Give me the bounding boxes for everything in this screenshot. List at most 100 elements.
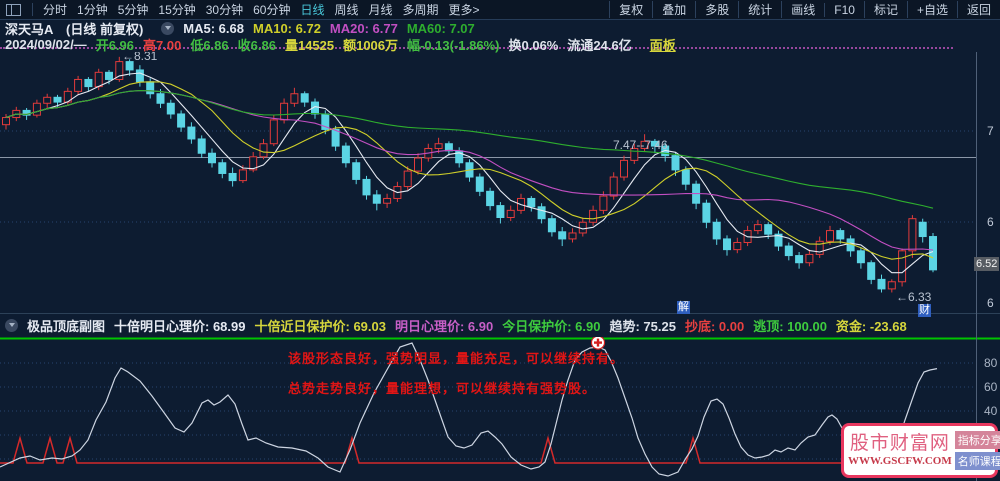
candle-body: [32, 102, 41, 116]
candle-body: [537, 206, 546, 220]
advisory-message: 总势走势良好，量能理想，可以继续持有强势股。: [288, 381, 596, 396]
quote-item-8: 流通24.6亿: [567, 37, 632, 53]
quote-item-2: 低6.86: [190, 37, 229, 53]
quote-item-4: 量14525: [284, 37, 335, 53]
toolbar-button-1[interactable]: 叠加: [652, 1, 695, 18]
candle-body: [774, 233, 783, 247]
candle-body: [269, 119, 278, 145]
indicator-item-0: 十倍明日心理价: 68.99: [114, 318, 246, 334]
stock-name: 深天马A: [5, 22, 54, 37]
event-marker[interactable]: 解: [677, 301, 690, 314]
toolbar-button-5[interactable]: F10: [824, 2, 864, 17]
period-tab-4[interactable]: 30分钟: [205, 3, 244, 17]
candle-body: [547, 218, 556, 233]
indicator-axis-label: 40: [984, 404, 998, 418]
chevron-down-icon[interactable]: [161, 22, 175, 35]
last-price-badge: 6.52: [974, 257, 1000, 271]
indicator-item-1: 十倍近日保护价: 69.03: [254, 318, 386, 334]
toolbar-button-0[interactable]: 复权: [609, 1, 652, 18]
period-tab-3[interactable]: 15分钟: [158, 3, 196, 17]
candle-body: [84, 78, 93, 88]
axis-price-label: 6: [987, 215, 994, 229]
candle-body: [908, 218, 917, 252]
ma5-label: MA5: 6.68: [183, 21, 244, 36]
candle-body: [475, 176, 484, 192]
layout-split-icon[interactable]: [6, 3, 21, 16]
panel-link[interactable]: 面板: [649, 37, 676, 53]
quote-item-0: 开6.96: [95, 37, 134, 53]
candle-body: [403, 170, 412, 188]
period-tab-8[interactable]: 月线: [368, 3, 393, 17]
top-dotted-gridline: [0, 47, 953, 49]
indicator-chart[interactable]: 80 60 40 该股形态良好，强势明显，量能充足，可以继续持有。总势走势良好，量能理…: [0, 337, 1000, 481]
chart-divider: [0, 313, 1000, 314]
advisory-message: 该股形态良好，强势明显，量能充足，可以继续持有。: [288, 351, 624, 366]
candle-body: [506, 209, 515, 219]
quote-item-6: 幅-0.13(-1.86%): [407, 37, 500, 53]
candle-body: [362, 178, 371, 196]
candle-body: [197, 138, 206, 154]
candle-body: [609, 176, 618, 197]
candle-body: [22, 109, 31, 116]
quote-item-7: 换0.06%: [508, 37, 559, 53]
candle-body: [156, 93, 165, 104]
candle-body: [671, 155, 680, 171]
period-tab-7[interactable]: 周线: [334, 3, 359, 17]
event-marker[interactable]: 财: [918, 304, 931, 317]
candle-body: [805, 253, 814, 264]
candle-body: [43, 96, 52, 104]
candles: [2, 56, 937, 293]
period-tab-5[interactable]: 60分钟: [253, 3, 291, 17]
quote-values: 开6.96 高7.00 低6.86 收6.86 量14525 额1006万 幅-0.13(-…: [96, 35, 641, 54]
watermark-badge-1: 名师课程: [954, 452, 1000, 470]
chaodi-line: [0, 435, 977, 464]
indicator-axis-label: 80: [984, 356, 998, 370]
watermark-badges: 指标分享 名师课程: [954, 431, 1000, 470]
toolbar-button-2[interactable]: 多股: [695, 1, 738, 18]
period-tab-2[interactable]: 5分钟: [117, 3, 149, 17]
toolbar-button-7[interactable]: +自选: [906, 1, 957, 18]
candle-body: [146, 81, 155, 95]
toolbar-button-3[interactable]: 统计: [738, 1, 781, 18]
candle-body: [94, 71, 103, 88]
candle-body: [496, 205, 505, 219]
candle-body: [53, 96, 62, 103]
toolbar-button-4[interactable]: 画线: [781, 1, 824, 18]
candle-body: [589, 209, 598, 223]
ma10-label: MA10: 6.72: [253, 21, 321, 36]
price-annotation: 7.47--7.46: [613, 138, 668, 152]
candle-body: [341, 145, 350, 164]
candle-body: [826, 230, 834, 242]
candle-body: [630, 147, 639, 161]
chevron-down-icon[interactable]: [5, 318, 18, 332]
toolbar-actions: 复权 叠加 多股 统计 画线 F10 标记 +自选 返回: [609, 0, 1000, 19]
toolbar-button-8[interactable]: 返回: [956, 1, 1000, 18]
period-tab-1[interactable]: 1分钟: [77, 3, 108, 17]
candle-body: [208, 152, 216, 164]
candle-body: [135, 69, 144, 83]
quote-item-1: 高7.00: [143, 37, 182, 53]
candle-body: [383, 197, 392, 204]
period-tab-10[interactable]: 更多>: [448, 3, 480, 17]
period-tab-9[interactable]: 多周期: [402, 3, 439, 17]
period-tab-0[interactable]: 分时: [43, 3, 68, 17]
candle-body: [290, 93, 299, 104]
period-tab-6[interactable]: 日线: [300, 3, 325, 17]
trend-line: [0, 342, 938, 477]
candle-body: [187, 126, 196, 140]
candlestick-chart[interactable]: ←8.31 7.47--7.46 ←6.33: [0, 52, 1000, 313]
candle-body: [599, 195, 608, 211]
candle-body: [568, 232, 577, 240]
indicator-item-6: 逃顶: 100.00: [753, 318, 827, 334]
candle-body: [620, 159, 628, 178]
candle-body: [2, 117, 10, 126]
quote-item-5: 额1006万: [343, 37, 399, 53]
ma-values: MA5: 6.68 MA10: 6.72 MA20: 6.77 MA60: 7.07: [183, 21, 483, 36]
toolbar-button-6[interactable]: 标记: [863, 1, 907, 18]
candle-body: [177, 113, 186, 128]
candle-body: [929, 236, 937, 271]
candle-body: [733, 241, 742, 251]
indicator-title: 极品顶底副图: [27, 318, 106, 334]
candle-body: [74, 78, 83, 92]
